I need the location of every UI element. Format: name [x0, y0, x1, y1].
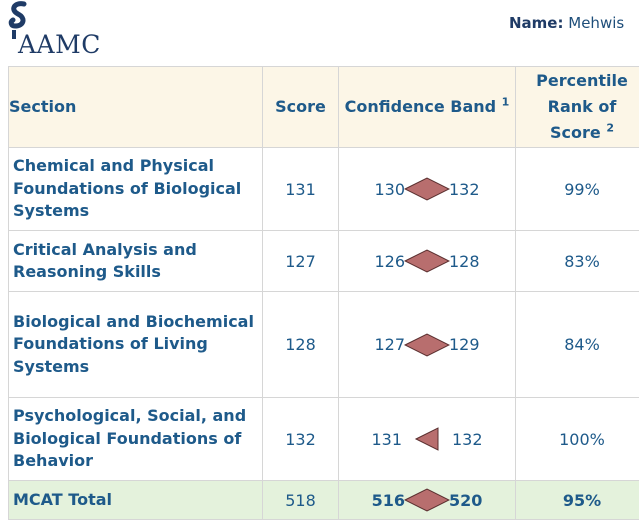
header-percentile: Percentile Rank of Score 2 — [515, 66, 639, 148]
section-name: Critical Analysis and Reasoning Skills — [8, 230, 263, 292]
score-value: 132 — [262, 397, 339, 481]
header-section: Section — [8, 66, 263, 148]
band-high: 132 — [449, 179, 480, 199]
table-row: Critical Analysis and Reasoning Skills 1… — [8, 230, 639, 292]
band-low: 126 — [374, 251, 405, 271]
aamc-logo: AAMC — [6, 0, 126, 62]
section-name: Chemical and Physical Foundations of Bio… — [8, 147, 263, 231]
percentile-line-2: Rank of — [547, 97, 617, 116]
aamc-logo-mark-icon — [8, 1, 27, 39]
score-value: 128 — [262, 291, 339, 398]
band-low: 127 — [374, 335, 405, 354]
header-band-text: Confidence Band — [344, 97, 497, 116]
percentile-footnote-link[interactable]: 2 — [606, 121, 614, 135]
name-value: Mehwis — [568, 14, 625, 32]
header-confidence-band: Confidence Band 1 — [338, 66, 516, 148]
score-value: 127 — [262, 230, 339, 292]
total-row: MCAT Total 518 516 520 95% — [8, 480, 639, 520]
total-confidence-band: 516 520 — [338, 480, 516, 520]
table-row: Chemical and Physical Foundations of Bio… — [8, 147, 639, 231]
table-row: Psychological, Social, and Biological Fo… — [8, 397, 639, 481]
total-label: MCAT Total — [8, 480, 263, 520]
band-low: 516 — [371, 490, 405, 510]
band-high: 129 — [449, 335, 480, 354]
percentile-value: 83% — [515, 230, 639, 292]
name-label: Name: — [509, 14, 564, 32]
percentile-line-1: Percentile — [536, 71, 628, 90]
band-high: 132 — [452, 429, 483, 449]
confidence-band: 131 132 — [338, 397, 516, 481]
confidence-band: 126 128 — [338, 230, 516, 292]
total-percentile: 95% — [515, 480, 639, 520]
score-value: 131 — [262, 147, 339, 231]
percentile-value: 84% — [515, 291, 639, 398]
band-high: 520 — [449, 490, 483, 510]
percentile-value: 99% — [515, 147, 639, 231]
confidence-diamond-icon — [404, 332, 450, 357]
confidence-diamond-icon — [404, 249, 450, 273]
band-high: 128 — [449, 251, 480, 271]
confidence-arrow-icon — [414, 427, 439, 451]
total-score: 518 — [262, 480, 339, 520]
percentile-line-3: Score — [550, 123, 601, 142]
table-header-row: Section Score Confidence Band 1 Percenti… — [8, 66, 639, 148]
table-row: Biological and Biochemical Foundations o… — [8, 291, 639, 398]
score-table: Section Score Confidence Band 1 Percenti… — [8, 66, 639, 520]
band-low: 130 — [374, 179, 405, 199]
band-low: 131 — [371, 429, 402, 449]
confidence-diamond-icon — [404, 488, 450, 512]
confidence-band: 127 129 — [338, 291, 516, 398]
confidence-band: 130 132 — [338, 147, 516, 231]
section-name: Psychological, Social, and Biological Fo… — [8, 397, 263, 481]
confidence-diamond-icon — [404, 177, 450, 201]
section-name: Biological and Biochemical Foundations o… — [8, 291, 263, 398]
logo-wordmark: AAMC — [18, 30, 101, 59]
percentile-value: 100% — [515, 397, 639, 481]
header-score: Score — [262, 66, 339, 148]
band-footnote-link[interactable]: 1 — [501, 95, 510, 109]
candidate-name: Name: Mehwis — [509, 14, 624, 32]
